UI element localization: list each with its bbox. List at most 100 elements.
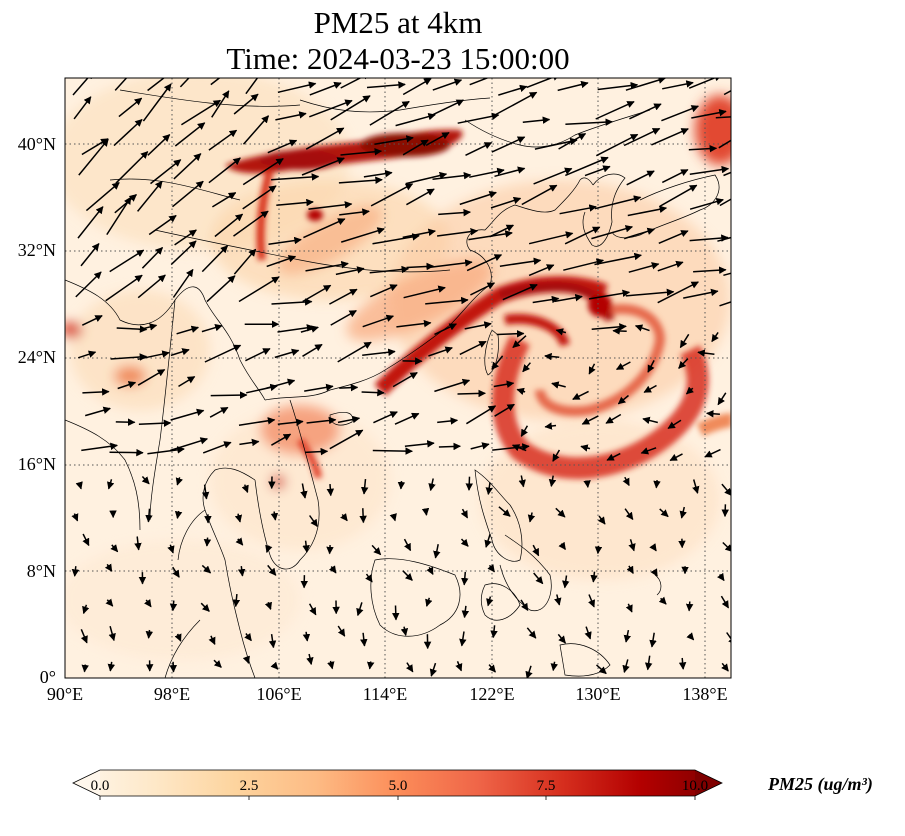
wind-arrow xyxy=(208,129,238,151)
wind-arrow xyxy=(271,298,313,306)
wind-arrow xyxy=(360,479,369,495)
wind-arrow xyxy=(425,296,469,305)
wind-arrow xyxy=(335,266,365,276)
wind-arrow xyxy=(426,259,473,269)
wind-arrow xyxy=(396,319,432,328)
wind-arrow xyxy=(685,601,694,612)
wind-arrow xyxy=(486,596,494,607)
wind-arrow xyxy=(583,480,591,488)
wind-arrow xyxy=(362,314,395,328)
wind-arrow xyxy=(457,389,486,398)
wind-arrow xyxy=(302,540,310,553)
wind-arrow xyxy=(306,653,314,666)
wind-arrow xyxy=(650,568,658,577)
wind-arrow xyxy=(337,625,346,637)
wind-arrow xyxy=(488,664,496,673)
wind-arrow xyxy=(717,572,725,582)
wind-arrow xyxy=(369,284,398,298)
wind-arrow xyxy=(511,444,527,452)
wind-arrow xyxy=(464,321,492,330)
wind-arrow xyxy=(77,206,104,239)
wind-arrow xyxy=(300,325,319,333)
wind-arrow xyxy=(366,81,406,89)
wind-arrow xyxy=(104,563,113,572)
pm25-high-plumes xyxy=(225,129,731,480)
wind-arrow xyxy=(661,169,689,184)
wind-arrow xyxy=(499,257,542,267)
wind-arrow xyxy=(581,415,599,425)
wind-arrow xyxy=(233,210,269,237)
wind-arrow xyxy=(689,234,729,242)
wind-arrow xyxy=(532,544,540,557)
wind-arrow xyxy=(428,346,453,357)
wind-arrow xyxy=(270,661,279,670)
wind-arrow xyxy=(402,78,432,96)
wind-arrow xyxy=(622,476,630,487)
wind-arrow xyxy=(174,510,183,519)
wind-arrow xyxy=(82,604,90,615)
wind-arrow xyxy=(374,135,414,146)
wind-arrow xyxy=(555,328,567,336)
wind-arrow xyxy=(494,166,526,178)
wind-arrow xyxy=(308,201,353,210)
wind-arrow xyxy=(392,371,418,388)
wind-arrow xyxy=(202,441,232,454)
wind-arrow xyxy=(371,544,382,556)
wind-arrow xyxy=(534,137,578,150)
wind-arrow xyxy=(455,661,463,672)
wind-arrow xyxy=(302,343,323,357)
wind-arrow xyxy=(201,324,223,333)
wind-arrow xyxy=(457,112,500,124)
wind-arrow xyxy=(78,138,109,176)
wind-arrow xyxy=(465,142,493,156)
lat-label-40: 40°N xyxy=(17,134,56,154)
wind-arrow xyxy=(174,633,182,642)
wind-arrow xyxy=(266,255,297,268)
wind-arrow xyxy=(208,635,216,645)
wind-arrow xyxy=(170,240,197,266)
wind-arrow xyxy=(85,182,120,212)
wind-arrow xyxy=(137,274,166,299)
wind-vectors xyxy=(71,78,731,678)
wind-arrow xyxy=(723,272,731,277)
wind-arrow xyxy=(170,437,209,452)
wind-arrow xyxy=(434,323,457,336)
wind-arrow xyxy=(301,157,345,176)
wind-arrow xyxy=(688,144,718,153)
wind-arrow xyxy=(522,362,531,373)
wind-arrow xyxy=(238,276,280,303)
wind-arrow xyxy=(642,416,658,425)
wind-arrow xyxy=(107,479,115,490)
wind-arrow xyxy=(425,597,433,607)
wind-arrow xyxy=(689,165,730,175)
wind-arrow xyxy=(606,452,621,461)
wind-arrow xyxy=(170,408,205,421)
wind-arrow xyxy=(494,403,515,417)
lon-label-98: 98°E xyxy=(153,684,191,704)
colorbar-tick-2: 5.0 xyxy=(388,778,408,794)
wind-arrow xyxy=(559,204,597,215)
wind-arrow xyxy=(685,386,695,395)
lon-label-90: 90°E xyxy=(46,684,84,704)
wind-arrow xyxy=(491,355,504,370)
wind-arrow xyxy=(615,361,631,371)
wind-arrow xyxy=(512,335,527,349)
wind-arrow xyxy=(372,233,420,245)
wind-arrow xyxy=(203,537,212,547)
wind-arrow xyxy=(691,108,727,119)
wind-arrow xyxy=(271,173,320,181)
wind-arrow xyxy=(109,249,145,273)
wind-arrow xyxy=(720,595,730,609)
wind-arrow xyxy=(329,288,358,305)
wind-arrow xyxy=(204,344,242,363)
wind-arrow xyxy=(428,99,465,118)
wind-arrow xyxy=(525,665,533,678)
wind-arrow xyxy=(389,513,397,522)
wind-arrow xyxy=(434,378,471,393)
wind-arrow xyxy=(304,383,334,392)
wind-arrow xyxy=(326,484,335,497)
wind-arrow xyxy=(365,573,373,583)
wind-arrow xyxy=(302,631,311,642)
wind-arrow xyxy=(107,661,116,672)
map-area xyxy=(65,78,731,678)
